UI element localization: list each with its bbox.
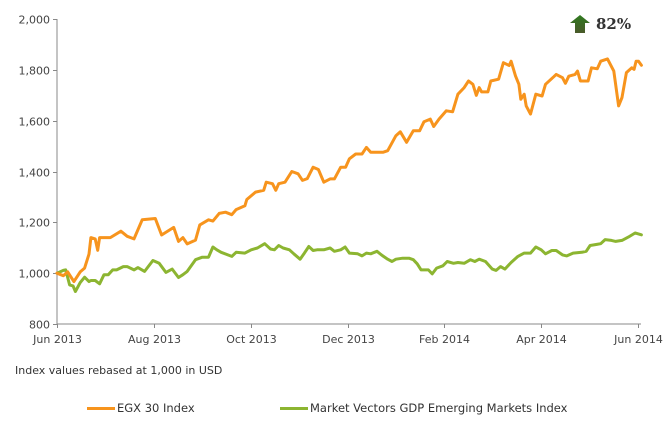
performance-annotation: 82% [570,14,631,34]
series-lines [55,57,643,293]
chart-caption: Index values rebased at 1,000 in USD [15,364,223,377]
x-tick-label: Apr 2014 [516,333,567,346]
legend-swatch-orange [87,406,115,410]
up-arrow-icon [570,15,590,33]
x-tick-label: Jun 2013 [32,333,82,346]
annotation-percent: 82% [596,15,632,33]
x-tick-label: Jun 2014 [613,333,663,346]
legend-item-market-vectors: Market Vectors GDP Emerging Markets Inde… [280,401,567,415]
axes: 800 1,000 1,200 1,400 1,600 1,800 2,000 Jun 201… [19,14,663,347]
series-line-egx-30-index [55,57,643,284]
y-tick-label: 1,000 [19,268,51,281]
x-tick-label: Oct 2013 [226,333,277,346]
x-tick-label: Dec 2013 [322,333,375,346]
legend-label: EGX 30 Index [117,401,195,415]
series-line-market-vectors-gdp-emerging-markets-index [55,231,643,293]
y-tick-label: 1,600 [19,116,51,129]
legend-swatch-green [280,406,308,410]
y-tick-label: 2,000 [19,14,51,27]
y-tick-label: 1,800 [19,65,51,78]
x-tick-label: Feb 2014 [419,333,470,346]
legend-item-egx30: EGX 30 Index [87,401,195,415]
legend-label: Market Vectors GDP Emerging Markets Inde… [310,401,568,415]
x-tick-label: Aug 2013 [128,333,181,346]
y-tick-label: 800 [29,319,50,332]
y-tick-label: 1,200 [19,217,51,230]
y-tick-label: 1,400 [19,167,51,180]
